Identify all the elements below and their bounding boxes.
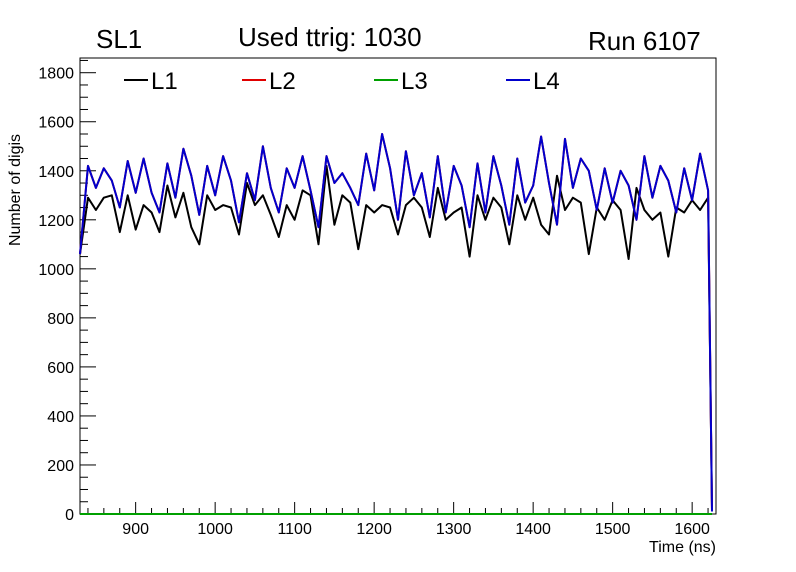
legend-label-l2: L2 xyxy=(269,68,296,95)
plot-frame xyxy=(79,57,717,515)
y-tick-label: 1200 xyxy=(38,213,74,230)
y-tick-label: 600 xyxy=(47,360,74,377)
y-tick-label: 800 xyxy=(47,311,74,328)
y-axis-label: Number of digis xyxy=(7,134,24,246)
y-tick-label: 1000 xyxy=(38,262,74,279)
legend-label-l4: L4 xyxy=(533,68,560,95)
x-axis: 900 1000 1100 1200 1300 1400 1500 1600 xyxy=(87,502,710,538)
x-tick-label: 1300 xyxy=(436,521,472,538)
legend-label-l1: L1 xyxy=(151,68,178,95)
series-line-l1 xyxy=(79,164,713,510)
y-tick-label: 400 xyxy=(47,409,74,426)
y-tick-label: 200 xyxy=(47,458,74,475)
x-tick-label: 1000 xyxy=(197,521,233,538)
y-axis: 0 200 400 600 800 1000 1200 1400 1600 1800 xyxy=(38,59,96,524)
x-tick-label: 900 xyxy=(122,521,149,538)
series-line-l2 xyxy=(79,133,713,512)
chart-title: Used ttrig: 1030 xyxy=(238,22,422,52)
legend-label-l3: L3 xyxy=(401,68,428,95)
x-tick-label: 1400 xyxy=(515,521,551,538)
superlayer-label: SL1 xyxy=(96,24,143,54)
x-tick-label: 1200 xyxy=(356,521,392,538)
y-tick-label: 1800 xyxy=(38,66,74,83)
series-line-l4 xyxy=(79,133,713,512)
run-label: Run 6107 xyxy=(588,26,701,56)
y-tick-label: 0 xyxy=(65,507,74,524)
y-tick-label: 1400 xyxy=(38,164,74,181)
legend: L1 L2 L3 L4 xyxy=(124,68,560,95)
y-tick-label: 1600 xyxy=(38,115,74,132)
series-layer xyxy=(79,133,713,515)
x-tick-label: 1100 xyxy=(277,521,312,538)
x-axis-label: Time (ns) xyxy=(649,539,716,556)
x-tick-label: 1600 xyxy=(674,521,710,538)
x-tick-label: 1500 xyxy=(595,521,631,538)
